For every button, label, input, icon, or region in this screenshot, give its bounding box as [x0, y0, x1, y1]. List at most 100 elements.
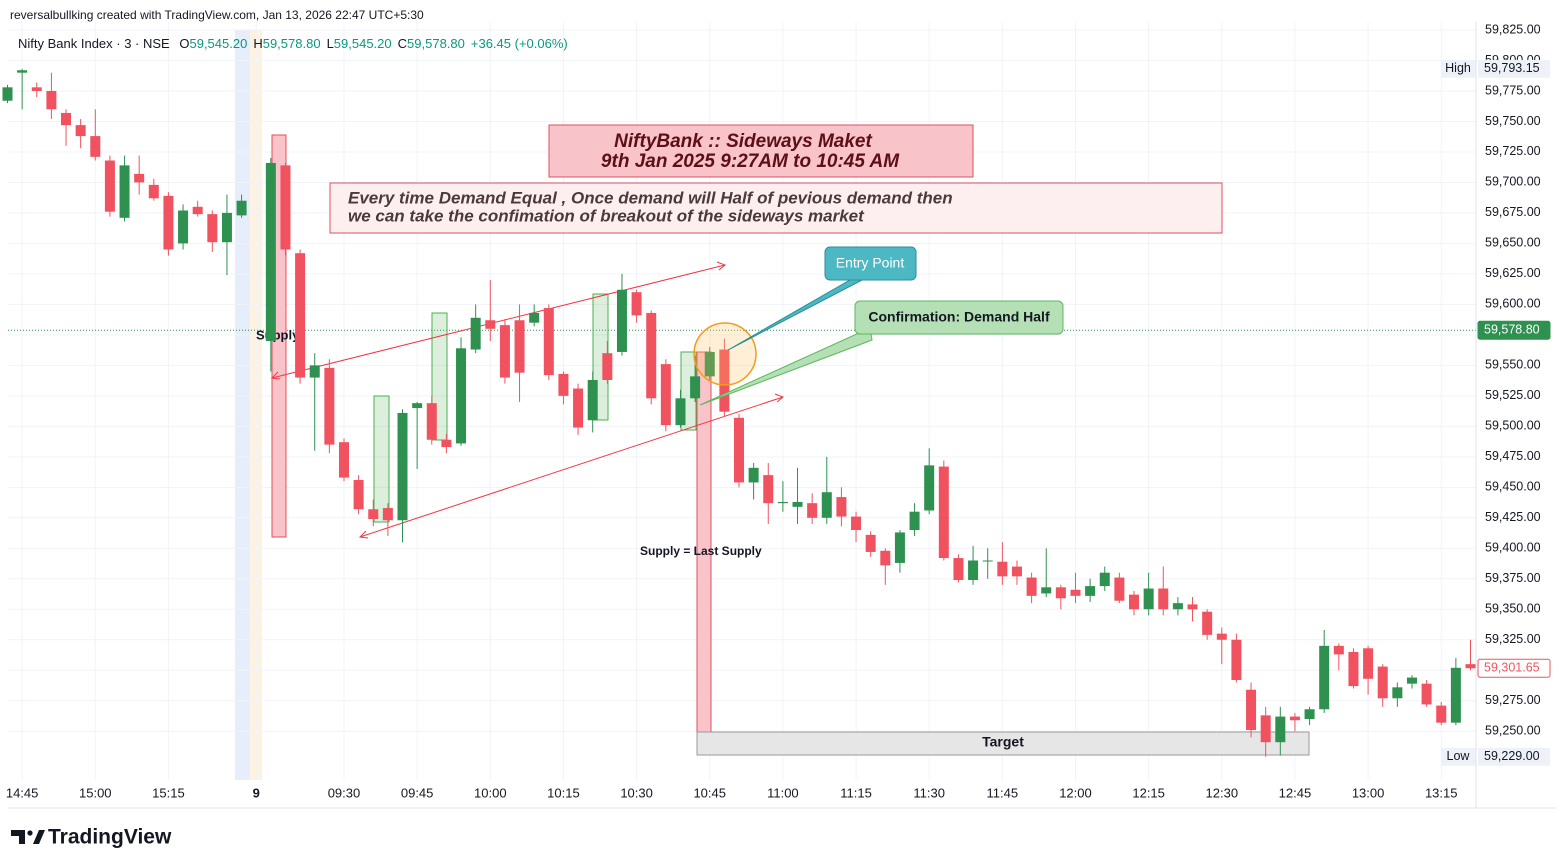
candle-body	[353, 480, 364, 510]
price-badge-label: 59,301.65	[1484, 661, 1540, 675]
y-tick-label: 59,425.00	[1485, 510, 1541, 524]
y-tick-label: 59,675.00	[1485, 205, 1541, 219]
ohlc-key: C	[397, 36, 408, 51]
candle-body	[1377, 666, 1388, 699]
price-axis: 59,825.0059,800.0059,775.0059,750.0059,7…	[6, 22, 1551, 800]
x-tick-label: 13:15	[1425, 785, 1458, 800]
logo-icon	[33, 830, 45, 844]
candle-body	[397, 412, 408, 521]
ohlc-key: H	[253, 36, 263, 51]
x-tick-label: 10:00	[474, 785, 507, 800]
x-tick-label: 9	[253, 785, 260, 800]
candle-body	[1275, 716, 1286, 743]
badge-name-box	[1441, 747, 1476, 766]
entry-label: Entry Point	[836, 255, 905, 271]
note-box	[329, 182, 1223, 234]
arrow-head	[774, 393, 784, 403]
ohlc-value: 59,578.80	[262, 36, 321, 51]
x-tick-label: 11:45	[987, 785, 1019, 800]
candle-body	[968, 560, 979, 580]
y-tick-label: 59,725.00	[1485, 144, 1541, 158]
candle-body	[587, 380, 598, 421]
logo-icon	[27, 830, 33, 836]
badge-name: Low	[1447, 749, 1471, 763]
candle-body	[207, 214, 218, 243]
x-tick-label: 10:30	[620, 785, 653, 800]
candle-body	[1319, 645, 1330, 710]
y-tick-label: 59,375.00	[1485, 571, 1541, 585]
x-tick-label: 11:15	[840, 785, 872, 800]
candle-body	[792, 501, 803, 507]
candle-body	[148, 184, 159, 199]
entry-box	[824, 246, 917, 281]
candle-body	[880, 550, 891, 566]
x-tick-label: 11:30	[913, 785, 945, 800]
drawings: Supply Supply = Last Supply Target	[256, 134, 1310, 756]
candle-body	[456, 348, 467, 444]
candle-body	[836, 497, 847, 517]
candle-body	[31, 87, 42, 91]
logo-icon	[11, 830, 25, 844]
candle-body	[573, 388, 584, 428]
x-tick-label: 11:00	[767, 785, 799, 800]
y-tick-label: 59,525.00	[1485, 388, 1541, 402]
candle-body	[75, 125, 86, 137]
candle-body	[426, 403, 437, 440]
y-tick-label: 59,775.00	[1485, 83, 1541, 97]
supply-note: Supply = Last Supply	[640, 544, 762, 558]
candle-body	[1026, 577, 1037, 596]
candle-body	[221, 212, 232, 243]
arrow-head	[358, 530, 369, 539]
y-tick-label: 59,750.00	[1485, 114, 1541, 128]
candle-body	[777, 501, 788, 504]
x-tick-label: 12:00	[1059, 785, 1092, 800]
callouts: Entry Point Confirmation: Demand Half Ni…	[329, 124, 1223, 406]
candle-body	[543, 308, 554, 376]
candle-body	[953, 558, 964, 580]
candle-body	[1070, 589, 1081, 596]
y-tick-label: 59,825.00	[1485, 22, 1541, 36]
channel-line	[359, 396, 784, 538]
x-tick-label: 15:00	[79, 785, 112, 800]
callout-pointer	[727, 279, 863, 351]
candle-body	[1392, 687, 1403, 699]
candle-body	[178, 210, 189, 244]
y-tick-label: 59,250.00	[1485, 724, 1541, 738]
price-badge	[1477, 658, 1551, 678]
candle-body	[1260, 715, 1271, 743]
candle-body	[2, 87, 13, 101]
supply-label: Supply	[256, 327, 300, 342]
candle-body	[324, 367, 335, 445]
candle-body	[1055, 587, 1066, 599]
x-tick-label: 12:15	[1132, 785, 1165, 800]
candle-body	[938, 466, 949, 559]
candle-body	[280, 165, 291, 250]
candles	[2, 68, 1476, 757]
x-tick-label: 15:15	[152, 785, 185, 800]
ohlc-value: 59,578.80	[407, 36, 465, 51]
candle-body	[163, 195, 174, 250]
ohlc-value: 59,545.20	[189, 36, 248, 51]
candle-body	[1143, 588, 1154, 610]
entry-circle	[693, 322, 757, 386]
candle-body	[192, 206, 203, 215]
badge-name-box	[1441, 59, 1476, 78]
candle-body	[1450, 667, 1461, 723]
candle-body	[997, 561, 1008, 577]
price-badge-label: 59,578.80	[1484, 323, 1540, 337]
credit: reversalbullking created with TradingVie…	[10, 8, 424, 22]
candle-body	[265, 162, 276, 341]
candle-body	[1129, 594, 1140, 610]
candle-body	[675, 398, 686, 426]
candle-body	[1187, 604, 1198, 610]
note-line: we can take the confimation of breakout …	[348, 206, 865, 225]
candle-body	[631, 292, 642, 316]
confirmation-label: Confirmation: Demand Half	[868, 309, 1050, 325]
candle-body	[1304, 709, 1315, 720]
candle-body	[704, 351, 715, 377]
candle-body	[821, 492, 832, 518]
candle-body	[616, 289, 627, 352]
x-tick-label: 13:00	[1352, 785, 1385, 800]
candle-body	[763, 475, 774, 504]
candle-body	[909, 511, 920, 530]
